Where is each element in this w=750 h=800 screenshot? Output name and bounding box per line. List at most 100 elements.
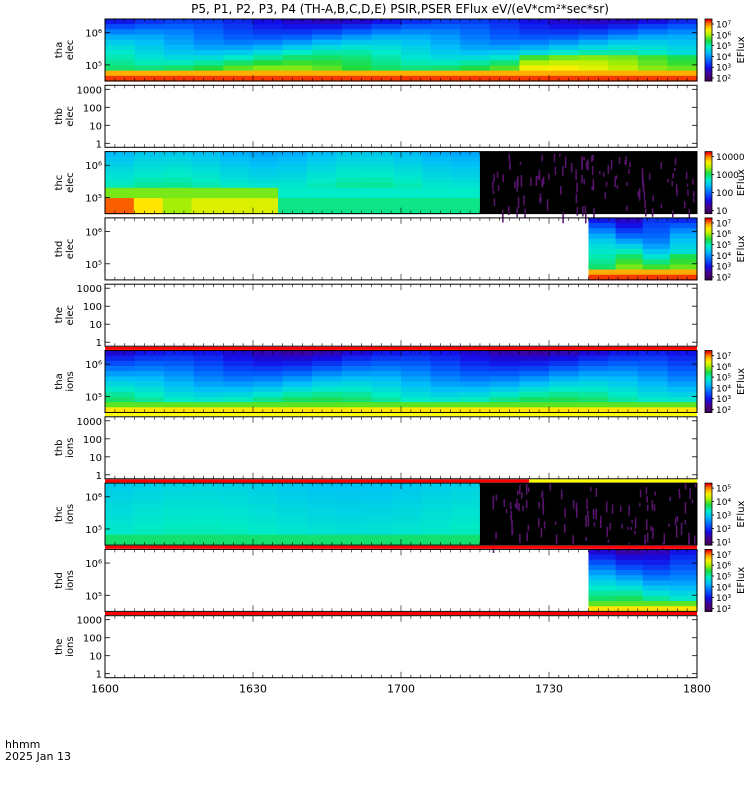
spectrogram-cell [306, 503, 337, 510]
spectrogram-cell [588, 238, 617, 245]
spectrogram-cell [422, 488, 452, 495]
colorbar-cell [705, 578, 712, 581]
spectrogram-cell [249, 498, 279, 505]
spectrogram-cell [489, 376, 520, 383]
colorbar-cell [705, 400, 712, 403]
colorbar-cell [705, 594, 712, 598]
colorbar-cell [705, 33, 712, 37]
spectrogram-cell [306, 192, 337, 199]
spectrogram-cell [335, 519, 366, 526]
spectrogram-cell [588, 228, 617, 234]
noise-streak [642, 184, 645, 193]
spectrogram-cell [401, 55, 432, 61]
colorbar-cell [705, 530, 712, 534]
spectrogram-cell [193, 366, 224, 372]
colorbar-cell [705, 159, 712, 163]
spectrogram-cell [341, 24, 372, 30]
noise-streak [582, 206, 584, 217]
spectrogram-cell [608, 371, 639, 377]
spectrogram-cell [489, 366, 520, 372]
noise-streak [555, 534, 558, 548]
spectrogram-cell [608, 39, 639, 46]
spectrogram-cell [549, 402, 580, 408]
spectrogram-cell [278, 192, 308, 199]
spectrogram-cell [642, 606, 671, 612]
spectrogram-cell [393, 187, 423, 194]
spectrogram-cell [278, 172, 308, 179]
spectrogram-cell [489, 350, 520, 357]
colorbar-cell [705, 367, 712, 370]
spectrogram-cell [306, 198, 337, 204]
spectrogram-cell [164, 70, 195, 77]
colorbar-cell [705, 31, 712, 34]
noise-streak [684, 201, 686, 209]
spectrogram-cell [637, 44, 668, 51]
spectrogram-cell [549, 391, 580, 398]
y-tick-label: 10⁵ [85, 61, 102, 72]
spectrogram-cell [608, 407, 639, 414]
colorbar-tick-label: 10³ [716, 594, 731, 604]
spectrogram-cell [306, 203, 337, 210]
spectrogram-cell [134, 29, 165, 36]
spectrogram-cell [401, 371, 432, 377]
spectrogram-cell [401, 366, 432, 372]
spectrogram-cell [608, 391, 639, 398]
colorbar-tick-label: 10⁴ [716, 252, 731, 262]
colorbar-cell [705, 248, 712, 252]
spectrogram-cell [637, 407, 668, 414]
spectrogram-cell [134, 34, 165, 41]
y-tick-label: 10⁵ [85, 193, 102, 204]
spectrogram-cell [549, 360, 580, 367]
noise-streak [554, 521, 557, 525]
spectrogram-cell [588, 549, 617, 556]
spectrogram-cell [401, 19, 432, 25]
noise-streak [523, 195, 525, 206]
noise-streak [561, 165, 564, 177]
spectrogram-cell [667, 60, 698, 67]
spectrogram-cell [306, 498, 337, 505]
colorbar-cell [705, 240, 712, 244]
spectrogram-cell [164, 402, 195, 408]
spectrogram-cell [253, 391, 284, 398]
spectrogram-cell [193, 70, 224, 77]
noise-streak [626, 205, 628, 211]
colorbar-cell [705, 381, 712, 385]
noise-streak [644, 200, 646, 209]
noise-streak [614, 176, 616, 188]
spectrogram-cell [105, 198, 135, 204]
noise-streak [572, 535, 574, 540]
spectrogram-cell [249, 483, 279, 489]
colorbar-cell [705, 387, 712, 391]
spectrogram-cell [249, 187, 279, 194]
colorbar-tick-label: 10⁷ [716, 21, 731, 31]
spectrogram-cell [588, 554, 617, 561]
spectrogram-cell [637, 34, 668, 41]
noise-streak [493, 198, 496, 207]
noise-streak [503, 499, 505, 507]
spectrogram-cell [253, 65, 284, 72]
colorbar-cell [705, 576, 712, 579]
spectrogram-cell [549, 19, 580, 25]
colorbar-cell [705, 238, 712, 242]
spectrogram-cell [105, 503, 135, 510]
spectrogram-cell [669, 259, 698, 265]
noise-streak [619, 506, 622, 513]
spectrogram-cell [669, 264, 698, 271]
spectrogram-cell [615, 238, 644, 245]
spectrogram-cell [430, 407, 461, 414]
spectrogram-cell [489, 29, 520, 36]
spectrogram-cell [393, 156, 423, 163]
spectrogram-cell [253, 70, 284, 77]
noise-streak [542, 502, 545, 515]
spectrogram-cell [451, 493, 481, 500]
spectrogram-cell [164, 386, 195, 393]
spectrogram-cell [193, 371, 224, 377]
spectrogram-cell [278, 503, 308, 510]
spectrogram-cell [312, 397, 343, 403]
spectrogram-cell [193, 24, 224, 30]
noise-streak [576, 506, 578, 518]
spectrogram-cell [608, 70, 639, 77]
spectrogram-cell [608, 44, 639, 51]
spectrogram-cell [133, 192, 164, 199]
colorbar-cell [705, 62, 712, 65]
